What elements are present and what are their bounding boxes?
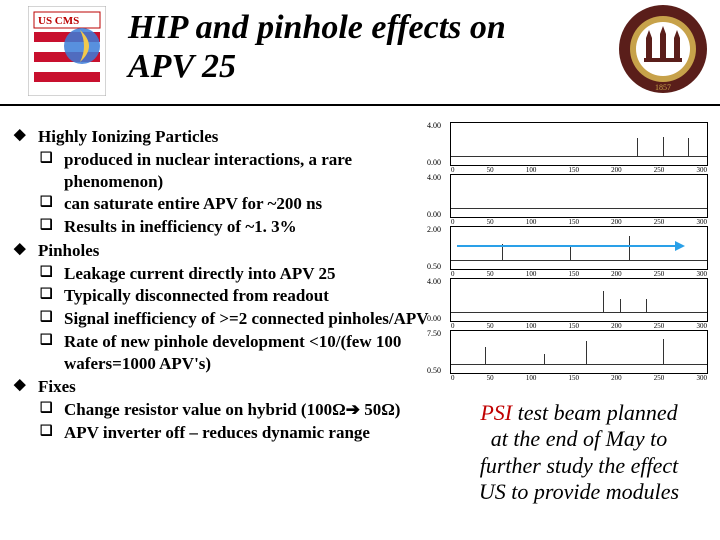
bullet-hip: Highly Ionizing Particles produced in nu… <box>12 126 432 238</box>
caption-line3: further study the effect <box>480 453 679 478</box>
annotation-arrow <box>457 241 687 251</box>
sub-pin-3: Rate of new pinhole development <10/(few… <box>40 331 432 375</box>
plot-panel-3: 4.000.00050100150200250300 <box>450 278 708 322</box>
bullet-fixes: Fixes Change resistor value on hybrid (1… <box>12 376 432 443</box>
bullet-fixes-label: Fixes <box>38 377 76 396</box>
sub-fix-1: APV inverter off – reduces dynamic range <box>40 422 432 444</box>
sub-fix-0: Change resistor value on hybrid (100Ω➔ 5… <box>40 399 432 421</box>
sub-hip-2: Results in inefficiency of ~1. 3% <box>40 216 432 238</box>
logo-uscms-text: US CMS <box>38 15 79 27</box>
caption-line2: at the end of May to <box>491 426 668 451</box>
caption-rest1: test beam planned <box>512 400 678 425</box>
sub-pin-1: Typically disconnected from readout <box>40 285 432 307</box>
caption-psi: PSI <box>480 400 512 425</box>
bullet-list: Highly Ionizing Particles produced in nu… <box>12 126 432 446</box>
plot-panel-4: 7.500.50050100150200250300 <box>450 330 708 374</box>
header-rule <box>0 104 720 106</box>
bullet-hip-label: Highly Ionizing Particles <box>38 127 218 146</box>
slide-title: HIP and pinhole effects on APV 25 <box>128 8 506 86</box>
sub-hip-0: produced in nuclear interactions, a rare… <box>40 149 432 193</box>
plot-panel-1: 4.000.00050100150200250300 <box>450 174 708 218</box>
title-line1: HIP and pinhole effects on <box>128 9 506 46</box>
logo-uscms: US CMS <box>28 6 106 96</box>
caption: PSI test beam planned at the end of May … <box>450 400 708 506</box>
seal-year: 1857 <box>655 83 671 92</box>
bullet-pinholes-label: Pinholes <box>38 241 99 260</box>
sub-pin-0: Leakage current directly into APV 25 <box>40 263 432 285</box>
plot-panel-2: 2.000.50050100150200250300 <box>450 226 708 270</box>
sub-pin-2: Signal inefficiency of >=2 connected pin… <box>40 308 432 330</box>
title-line2: APV 25 <box>128 48 236 85</box>
bullet-pinholes: Pinholes Leakage current directly into A… <box>12 240 432 375</box>
caption-line4: US to provide modules <box>479 479 679 504</box>
sub-hip-1: can saturate entire APV for ~200 ns <box>40 193 432 215</box>
plot-panel-0: 4.000.00050100150200250300 <box>450 122 708 166</box>
oscilloscope-plots: 4.000.00050100150200250300 4.000.00050100… <box>450 122 708 382</box>
logo-fsu-seal: 1857 <box>618 4 708 94</box>
